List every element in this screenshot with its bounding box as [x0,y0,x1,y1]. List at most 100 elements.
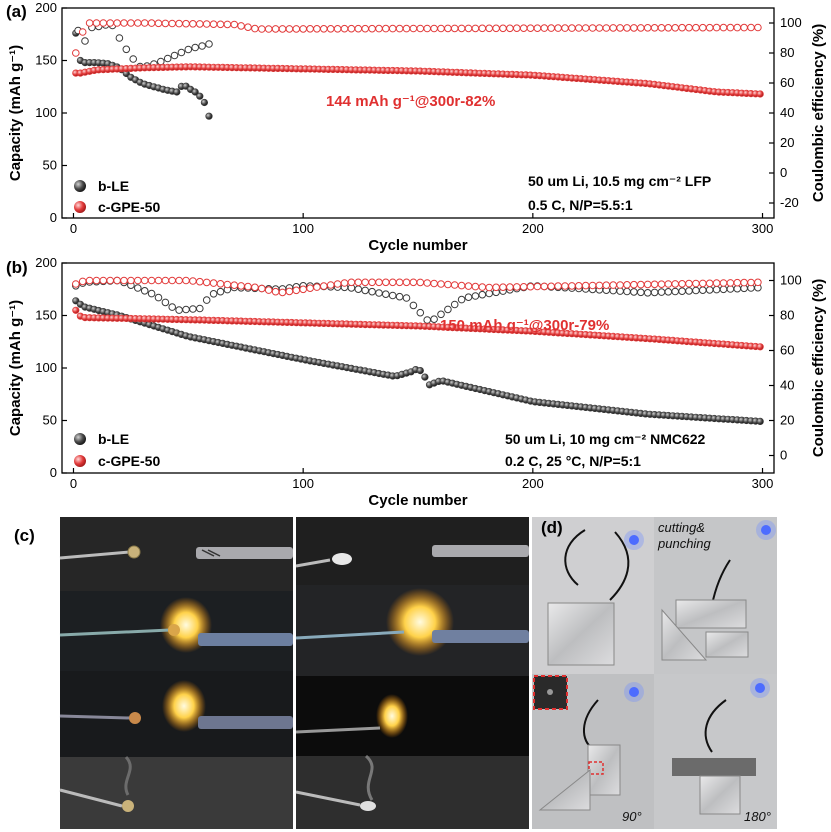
data-point [457,24,466,33]
data-point [423,279,432,287]
y-tick-label-right: 100 [780,15,802,30]
data-point [554,24,562,32]
data-point [402,278,411,287]
data-point [333,25,342,33]
legend-label-c-gpe-50-b: c-GPE-50 [98,453,160,469]
data-point [457,295,466,304]
data-point [664,288,673,296]
data-point [478,24,487,33]
data-point [173,88,181,96]
data-point [756,343,764,351]
condition-note-b-2: 0.2 C, 25 °C, N/P=5:1 [505,453,641,469]
data-point [122,45,131,54]
data-point [134,284,142,292]
data-point [464,282,473,290]
data-point [664,24,673,32]
data-point [650,280,659,289]
data-point [726,279,735,287]
data-point [368,24,376,33]
data-point [719,23,728,32]
data-point [140,19,149,27]
photo-d-bend-90: 90° [532,674,654,829]
data-point [72,280,80,288]
data-point [216,20,225,29]
angle-180-label: 180° [744,809,771,824]
data-point [326,25,335,33]
series-c-gpe-50-capacity [72,63,764,98]
photo-c-right-2 [295,585,529,676]
data-point [127,19,135,27]
y-tick-label-left: 150 [35,53,57,68]
data-point [464,293,473,302]
data-point [581,24,590,32]
y-tick-label-right: 0 [780,448,787,463]
data-point [258,284,266,293]
data-point [719,285,728,294]
x-tick-label: 300 [752,476,774,491]
data-point [581,281,590,290]
y-axis-title-left-a: Capacity (mAh g⁻¹) [7,45,24,181]
legend-label-c-gpe-50: c-GPE-50 [98,199,160,215]
data-point [382,290,390,299]
legend-b: b-LE c-GPE-50 [74,431,160,469]
data-point [575,282,583,290]
data-point [299,285,308,294]
data-point [756,90,764,98]
data-point [85,276,94,285]
data-point [685,23,693,32]
data-point [154,293,163,302]
data-point [106,276,114,285]
y-tick-label-right: 100 [780,273,802,288]
photo-c-left-3 [59,671,293,757]
data-point [354,24,363,33]
y-tick-label-right: 20 [780,413,794,428]
data-point [168,303,176,311]
data-point [678,23,686,32]
capacity-annotation-a: 144 mAh g⁻¹@300r-82% [326,93,495,110]
data-point [202,278,211,287]
data-point [72,306,80,314]
data-point [657,280,666,289]
cutting-label-2: punching [657,536,712,551]
data-point [161,276,170,285]
data-point [120,276,128,285]
data-point [313,283,321,291]
data-point [292,25,301,33]
series-c-gpe-50-ce [72,276,762,297]
data-point [643,24,652,32]
data-point [437,310,445,319]
data-point [650,288,659,297]
data-point [313,25,321,33]
photo-c-left-4 [59,755,293,829]
photo-d-pouch [532,517,654,674]
data-point [540,24,549,32]
panel-label-b: (b) [6,258,28,277]
data-point [402,294,411,302]
legend-marker-c-gpe-50 [74,201,86,213]
photo-d-cutting: cutting& punching [654,517,777,674]
data-point [354,285,363,294]
data-point [678,280,686,288]
photo-panel-c: (c) [14,517,529,829]
data-point [161,19,170,28]
data-point [719,279,728,287]
data-point [754,278,762,287]
y-axis-title-right-b: Coulombic efficiency (%) [810,279,827,457]
data-point [347,24,356,33]
data-point [285,287,294,296]
y-tick-label-right: 0 [780,165,787,180]
data-point [568,282,576,290]
data-point [182,305,190,314]
data-point [251,24,259,33]
data-point [140,276,149,285]
data-point [163,54,172,63]
data-point [395,278,404,287]
data-point [354,278,363,287]
panel-label-a: (a) [6,2,27,21]
data-point [609,24,618,32]
data-point [202,296,211,304]
data-point [175,276,183,285]
data-point [506,24,514,33]
data-point [168,19,176,28]
data-point [264,25,273,33]
